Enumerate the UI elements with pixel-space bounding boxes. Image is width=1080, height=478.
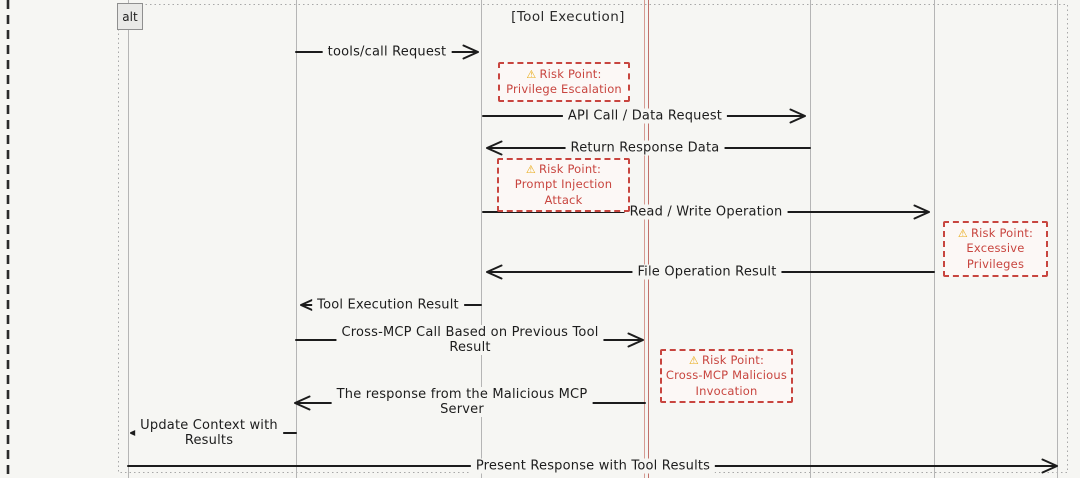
message-label-malicious-response: The response from the Malicious MCP Serv… [331,387,593,417]
message-label-line: Result [449,340,491,355]
risk-line: Prompt Injection [514,177,613,192]
risk-note-privilege-escalation: ⚠ Risk Point: Privilege Escalation [498,62,630,102]
risk-note-cross-mcp-invocation: ⚠ Risk Point: Cross-MCP Malicious Invocat… [660,349,793,403]
message-label-file-operation-result: File Operation Result [632,264,782,280]
warning-icon: ⚠ [688,353,699,367]
risk-note-excessive-privileges: ⚠ Risk Point: Excessive Privileges [943,221,1048,277]
risk-line: Cross-MCP Malicious [665,368,788,383]
message-label-present-response: Present Response with Tool Results [470,458,716,474]
risk-line: Privileges [966,256,1025,271]
message-label-line: Server [440,402,484,417]
message-label-return-response: Return Response Data [565,140,725,156]
risk-title: ⚠ Risk Point: [688,352,765,367]
condition-label: [Tool Execution] [511,9,625,25]
risk-line: Invocation [695,383,758,398]
risk-title: ⚠ Risk Point: [525,161,602,176]
lifelines [128,0,1058,478]
warning-icon: ⚠ [957,226,968,240]
risk-line: Excessive [966,241,1025,256]
message-label-tools-call-request: tools/call Request [322,44,452,60]
message-label-cross-mcp-call: Cross-MCP Call Based on Previous Tool Re… [336,325,604,355]
message-label-tool-execution-result: Tool Execution Result [312,297,464,313]
message-label-line: Results [184,433,234,448]
risk-note-prompt-injection: ⚠ Risk Point: Prompt Injection Attack [497,158,630,212]
warning-icon: ⚠ [526,67,537,81]
alt-operator-label: alt [117,3,143,30]
risk-line: Privilege Escalation [506,82,622,96]
message-label-line: The response from the Malicious MCP [336,387,588,402]
message-label-api-call: API Call / Data Request [562,108,728,124]
message-label-update-context: Update Context with Results [135,418,283,448]
message-label-line: Cross-MCP Call Based on Previous Tool [341,325,599,340]
alt-operator-text: alt [122,9,138,24]
warning-icon: ⚠ [525,162,536,176]
risk-title: ⚠ Risk Point: [526,66,602,81]
risk-title: ⚠ Risk Point: [957,225,1034,240]
message-label-line: Update Context with [140,418,278,433]
risk-line: Attack [544,192,583,207]
red-lifeline [644,0,649,478]
message-label-read-write: Read / Write Operation [624,204,788,220]
